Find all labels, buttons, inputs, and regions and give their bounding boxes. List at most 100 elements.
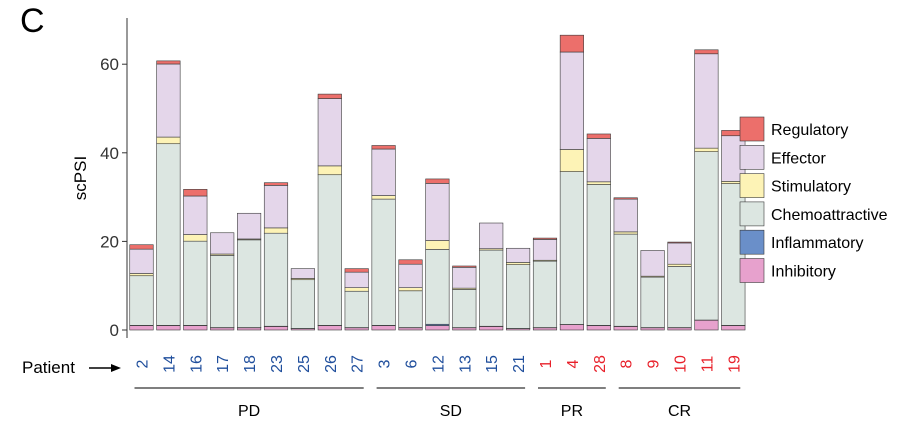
y-tick-label: 60 [100, 55, 119, 74]
x-tick-label: 6 [404, 359, 421, 368]
bar-segment-regulatory [586, 133, 611, 139]
y-axis-title: scPSI [71, 156, 90, 200]
bar-segment-stimulatory [425, 240, 450, 250]
bar-segment-chemoattractive [425, 249, 450, 325]
bar-segment-inhibitory [371, 325, 396, 331]
bar-segment-effector [613, 198, 638, 233]
bar-segment-inhibitory [425, 325, 450, 331]
x-tick-label: 10 [673, 355, 690, 373]
legend-label: Effector [771, 150, 827, 167]
x-tick-label: 15 [484, 355, 501, 373]
bar-segment-effector [129, 248, 154, 274]
bar-segment-inhibitory [694, 319, 719, 331]
bar-segment-effector [263, 185, 289, 229]
x-tick-label: 2 [135, 359, 152, 368]
response-groups: PD SD PR CR [134, 387, 741, 420]
x-tick-label: 25 [296, 355, 313, 373]
legend-swatch [739, 258, 765, 283]
x-tick-label: 28 [592, 355, 609, 373]
bar-segment-inhibitory [586, 325, 611, 331]
bar-segment-inhibitory [452, 327, 477, 331]
group-label: CR [668, 403, 691, 420]
legend-label: Stimulatory [771, 179, 851, 196]
x-tick-label: 9 [646, 359, 663, 368]
bar-segment-regulatory [532, 237, 558, 240]
bar-segment-stimulatory [398, 287, 423, 292]
bar-segment-stimulatory [694, 147, 719, 152]
x-tick-label: 21 [511, 355, 528, 373]
bar-segment-chemoattractive [479, 249, 504, 327]
y-tick-label: 40 [100, 144, 119, 163]
bar-segment-effector [425, 183, 450, 241]
x-tick-label: 3 [377, 359, 394, 368]
bar-segment-effector [640, 250, 665, 277]
bar-segment-chemoattractive [398, 290, 423, 328]
bar-segment-chemoattractive [317, 174, 342, 326]
legend-label: Inhibitory [771, 264, 836, 281]
panel-label: C [20, 2, 45, 40]
bar-segment-effector [452, 267, 477, 289]
bar-segment-chemoattractive [613, 233, 638, 327]
bar-segment-chemoattractive [344, 290, 369, 328]
bar-segment-stimulatory [586, 181, 611, 185]
bar-segment-stimulatory [613, 231, 638, 235]
bar-segment-effector [344, 271, 369, 288]
x-tick-label: 19 [726, 355, 743, 373]
bar-segment-effector [506, 247, 531, 263]
bar-segment-inhibitory [640, 327, 665, 331]
group-label: SD [440, 403, 462, 420]
bar-segment-stimulatory [317, 165, 342, 176]
bar-segment-regulatory [156, 60, 181, 65]
bar-segment-chemoattractive [640, 276, 665, 328]
bar-segment-effector [667, 242, 692, 265]
bar-segment-regulatory [317, 93, 342, 99]
bar-segment-regulatory [667, 241, 692, 244]
legend-swatch [739, 116, 765, 142]
bar-segment-regulatory [129, 244, 154, 250]
x-tick-label: 4 [565, 359, 582, 368]
bar-segment-chemoattractive [371, 198, 396, 326]
bar-segment-effector [559, 51, 584, 150]
bar-segment-effector [694, 53, 719, 149]
bar-segment-effector [237, 212, 262, 240]
bar-segment-chemoattractive [452, 289, 477, 328]
bar-segment-stimulatory [667, 263, 692, 267]
x-tick-label: 14 [161, 355, 178, 373]
bar-segment-stimulatory [263, 227, 289, 234]
legend-swatch [739, 173, 765, 198]
bar-segment-regulatory [559, 34, 584, 53]
bar-segment-chemoattractive [694, 151, 719, 321]
bar-segment-chemoattractive [586, 184, 611, 326]
bar-segment-effector [586, 138, 611, 183]
bar-segment-chemoattractive [667, 266, 692, 328]
bar-segment-inhibitory [479, 326, 504, 331]
bar-segment-inhibitory [263, 326, 289, 331]
bar-segment-stimulatory [156, 136, 181, 145]
bar-segment-effector [532, 239, 558, 261]
y-axis-ticks: 0 20 40 60 [100, 55, 127, 340]
bar-segment-chemoattractive [156, 143, 181, 326]
bar-segment-inhibitory [317, 325, 342, 331]
legend-swatch [739, 145, 765, 170]
bar-segment-regulatory [452, 265, 477, 268]
group-label: PR [561, 403, 583, 420]
bar-segment-regulatory [344, 268, 369, 273]
bar-segment-chemoattractive [532, 260, 558, 328]
bar-segment-inhibitory [721, 325, 746, 331]
bar-segment-chemoattractive [183, 240, 208, 326]
bar-segment-regulatory [613, 197, 638, 200]
patient-axis-label: Patient [22, 358, 75, 377]
x-tick-label: 8 [619, 359, 636, 368]
legend-label: Chemoattractive [771, 207, 888, 224]
bar-segment-effector [156, 63, 181, 138]
x-tick-label: 18 [242, 355, 259, 373]
bar-segment-chemoattractive [263, 232, 289, 327]
bar-series [129, 34, 746, 331]
bar-segment-chemoattractive [506, 264, 531, 329]
x-axis-labels: 2 14 16 17 18 23 25 26 27 3 6 12 13 15 21 1 4 28 8 9 10 11 19 [135, 355, 744, 373]
bar-segment-inhibitory [183, 325, 208, 331]
group-label: PD [238, 403, 260, 420]
x-tick-label: 16 [188, 355, 205, 373]
x-tick-label: 23 [269, 355, 286, 373]
